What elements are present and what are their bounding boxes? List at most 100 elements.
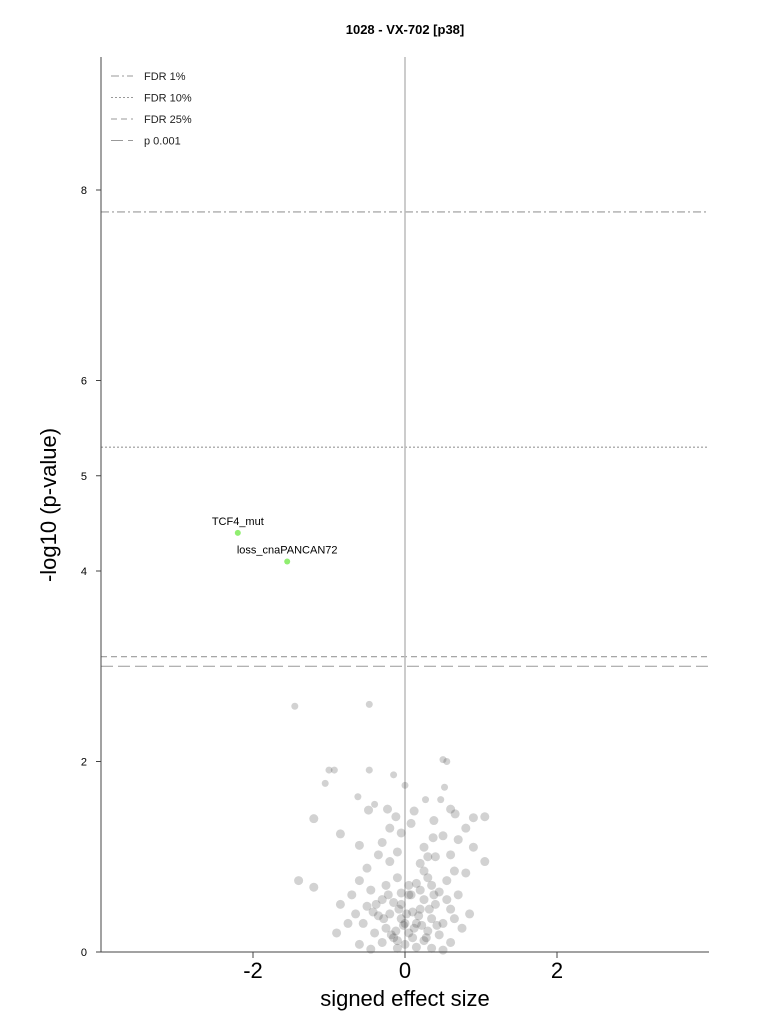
data-point — [432, 920, 442, 930]
data-point — [365, 700, 373, 708]
data-point — [415, 885, 425, 895]
data-point — [371, 800, 379, 808]
data-point — [371, 899, 381, 909]
data-points — [291, 700, 490, 955]
x-tick-label: 0 — [399, 958, 411, 983]
data-point — [428, 833, 438, 843]
data-point — [404, 890, 414, 900]
data-point — [351, 909, 361, 919]
data-point — [419, 936, 429, 946]
data-point — [453, 835, 463, 845]
data-point — [365, 766, 373, 774]
legend-label: FDR 25% — [144, 114, 192, 126]
y-tick-label: 0 — [81, 947, 87, 959]
data-point — [427, 914, 437, 924]
data-point — [430, 899, 440, 909]
data-point — [398, 920, 408, 930]
y-tick-label: 8 — [81, 185, 87, 197]
data-point — [385, 857, 395, 867]
data-point — [409, 806, 419, 816]
data-point — [396, 899, 406, 909]
legend: FDR 1% FDR 10% FDR 25% p 0.001 — [111, 71, 192, 148]
data-point — [396, 828, 406, 838]
data-point — [449, 866, 459, 876]
data-point — [424, 904, 434, 914]
data-point — [377, 895, 387, 905]
y-axis-label: -log10 (p-value) — [36, 428, 61, 582]
point-annotation: TCF4_mut — [212, 516, 264, 528]
data-point — [381, 880, 391, 890]
data-point — [343, 918, 353, 928]
data-point — [423, 873, 433, 883]
data-point — [434, 930, 444, 940]
data-point — [461, 823, 471, 833]
data-point — [335, 829, 345, 839]
data-point — [414, 911, 424, 921]
data-point — [480, 812, 490, 822]
x-ticks: -2 0 2 — [243, 952, 563, 983]
data-point — [400, 939, 410, 949]
y-tick-label: 4 — [81, 566, 87, 578]
data-point — [406, 818, 416, 828]
x-tick-label: 2 — [551, 958, 563, 983]
data-point — [441, 783, 449, 791]
data-point — [411, 918, 421, 928]
data-point — [309, 814, 319, 824]
point-annotation: loss_cnaPANCAN72 — [237, 544, 338, 556]
data-point — [415, 858, 425, 868]
data-point — [427, 880, 437, 890]
data-point — [325, 766, 333, 774]
data-point — [419, 895, 429, 905]
data-point — [392, 847, 402, 857]
data-point — [379, 914, 389, 924]
data-point — [453, 890, 463, 900]
data-point — [408, 933, 418, 943]
data-point — [330, 766, 338, 774]
data-point — [409, 923, 419, 933]
data-point — [408, 907, 418, 917]
data-point — [373, 850, 383, 860]
data-point — [294, 876, 304, 886]
data-point — [381, 923, 391, 933]
legend-label: p 0.001 — [144, 136, 181, 148]
data-point — [383, 890, 393, 900]
y-ticks: 0 2 4 5 6 8 — [81, 185, 101, 959]
data-point — [439, 756, 447, 764]
data-point — [429, 816, 439, 826]
data-point — [465, 909, 475, 919]
data-point — [347, 890, 357, 900]
data-point — [429, 890, 439, 900]
data-point — [391, 926, 401, 936]
x-axis-label: signed effect size — [320, 986, 490, 1011]
data-point — [406, 890, 416, 900]
data-point — [335, 899, 345, 909]
data-point — [446, 904, 456, 914]
data-point — [419, 866, 429, 876]
data-point — [377, 937, 387, 947]
y-tick-label: 2 — [81, 757, 87, 769]
data-point — [390, 771, 398, 779]
data-point — [434, 887, 444, 897]
data-point — [364, 805, 374, 815]
highlighted-point — [284, 558, 291, 565]
data-point — [427, 943, 437, 953]
data-point — [354, 840, 364, 850]
data-point — [396, 914, 406, 924]
data-point — [446, 804, 456, 814]
data-point — [291, 702, 299, 710]
data-point — [449, 914, 459, 924]
data-point — [442, 895, 452, 905]
data-point — [468, 813, 478, 823]
data-point — [368, 907, 378, 917]
data-point — [370, 928, 380, 938]
data-point — [354, 939, 364, 949]
data-point — [392, 943, 402, 953]
data-point — [438, 831, 448, 841]
data-point — [383, 804, 393, 814]
y-tick-label: 6 — [81, 376, 87, 388]
data-point — [354, 876, 364, 886]
data-point — [401, 781, 409, 789]
data-point — [402, 909, 412, 919]
data-point — [362, 863, 372, 873]
data-point — [354, 793, 362, 801]
